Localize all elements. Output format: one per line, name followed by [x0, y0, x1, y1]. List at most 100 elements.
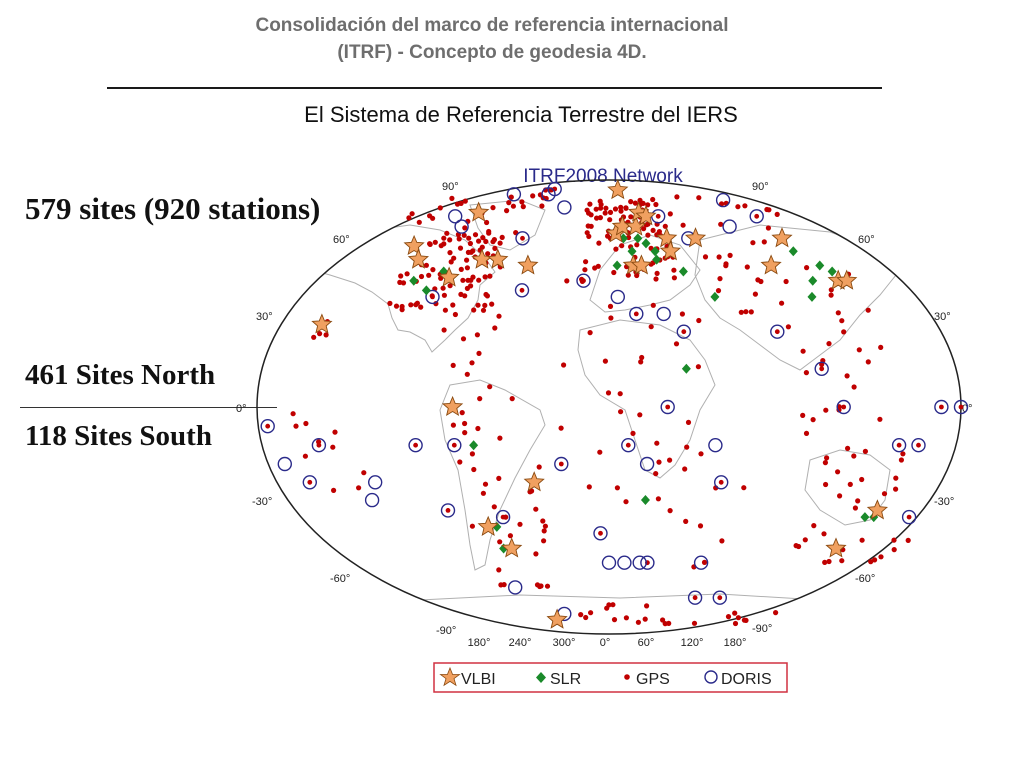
gps-site	[564, 278, 570, 284]
gps-site	[441, 235, 447, 241]
gps-site	[265, 423, 271, 429]
doris-site	[629, 306, 644, 322]
gps-site	[480, 490, 486, 496]
gps-site	[533, 506, 539, 512]
gps-site	[460, 336, 467, 342]
gps-site	[465, 249, 471, 255]
gps-site	[611, 269, 617, 276]
lat-label-left: -90°	[436, 625, 456, 637]
gps-site	[458, 291, 464, 297]
gps-site	[499, 234, 505, 240]
gps-site	[906, 514, 912, 520]
gps-site	[765, 225, 772, 231]
gps-site	[741, 485, 747, 491]
gps-site	[837, 493, 843, 499]
gps-site	[538, 583, 544, 589]
latitude-labels-left: 90° 60° 30° 0° -30° -60° -90°	[236, 181, 459, 637]
lon-label: 60°	[638, 637, 655, 649]
gps-site	[530, 193, 536, 199]
gps-site	[748, 309, 754, 315]
gps-site	[803, 430, 810, 436]
gps-site	[640, 200, 646, 206]
gps-site	[492, 325, 498, 331]
gps-site	[404, 271, 410, 277]
gps-site	[399, 307, 405, 313]
gps-site	[779, 300, 785, 306]
gps-site	[464, 285, 470, 291]
gps-site	[604, 605, 610, 611]
longitude-labels: 180° 240° 300° 0° 60° 120° 180°	[468, 637, 747, 649]
gps-site	[418, 273, 425, 280]
vlbi-site	[467, 201, 490, 222]
gps-site	[393, 303, 400, 309]
gps-site	[332, 429, 338, 435]
gps-site	[650, 227, 656, 233]
gps-site	[427, 241, 433, 247]
doris-site	[708, 438, 723, 453]
gps-site	[671, 275, 678, 281]
gps-site	[457, 459, 463, 465]
gps-site	[475, 425, 481, 432]
doris-site	[408, 438, 423, 453]
doris-site	[447, 438, 462, 453]
gps-site	[698, 451, 704, 457]
gps-site	[462, 225, 468, 231]
doris-site	[934, 399, 949, 415]
gps-site	[717, 595, 723, 601]
gps-site	[496, 475, 502, 481]
gps-site	[742, 203, 748, 209]
gps-site	[558, 461, 564, 467]
gps-site	[581, 278, 586, 284]
gps-site	[717, 276, 723, 282]
gps-site	[958, 404, 964, 410]
gps-site	[823, 481, 829, 488]
slr-site	[681, 363, 691, 374]
vlbi-site	[438, 266, 460, 287]
gps-site	[783, 278, 789, 285]
gps-site	[483, 238, 489, 245]
gps-site	[878, 554, 884, 560]
gps-site	[469, 523, 475, 529]
gps-site	[303, 420, 309, 427]
gps-site	[802, 537, 808, 543]
gps-site	[471, 466, 477, 473]
lon-label: 240°	[509, 637, 532, 649]
gps-site	[476, 350, 482, 356]
gps-site	[774, 329, 780, 335]
gps-site	[596, 240, 602, 246]
gps-site	[594, 215, 600, 221]
gps-site	[469, 451, 475, 457]
gps-site	[450, 422, 456, 428]
gps-site	[487, 384, 493, 390]
gps-site	[597, 449, 603, 455]
lat-label-left: -60°	[330, 573, 350, 585]
gps-site	[330, 444, 336, 450]
gps-site	[628, 214, 634, 220]
gps-site	[660, 617, 666, 623]
gps-site	[723, 263, 729, 269]
gps-site	[743, 309, 749, 315]
gps-site	[316, 442, 322, 448]
doris-site	[639, 456, 655, 472]
gps-site	[727, 252, 733, 258]
gps-site	[544, 583, 551, 589]
gps-site	[653, 276, 659, 282]
gps-site	[865, 359, 871, 365]
doris-site	[617, 555, 632, 570]
doris-site	[749, 209, 764, 224]
gps-site	[841, 329, 847, 335]
gps-site	[605, 390, 612, 396]
gps-site	[835, 310, 841, 316]
slr-site	[815, 260, 825, 271]
lon-label: 300°	[553, 637, 576, 649]
gps-site	[793, 543, 799, 549]
gps-site	[356, 485, 362, 491]
doris-site	[277, 456, 292, 472]
gps-site	[441, 292, 447, 298]
gps-site	[645, 232, 651, 238]
slr-site	[633, 233, 643, 244]
gps-site	[472, 232, 479, 238]
gps-site	[426, 272, 432, 278]
gps-site	[905, 537, 911, 544]
gps-site	[462, 198, 468, 204]
